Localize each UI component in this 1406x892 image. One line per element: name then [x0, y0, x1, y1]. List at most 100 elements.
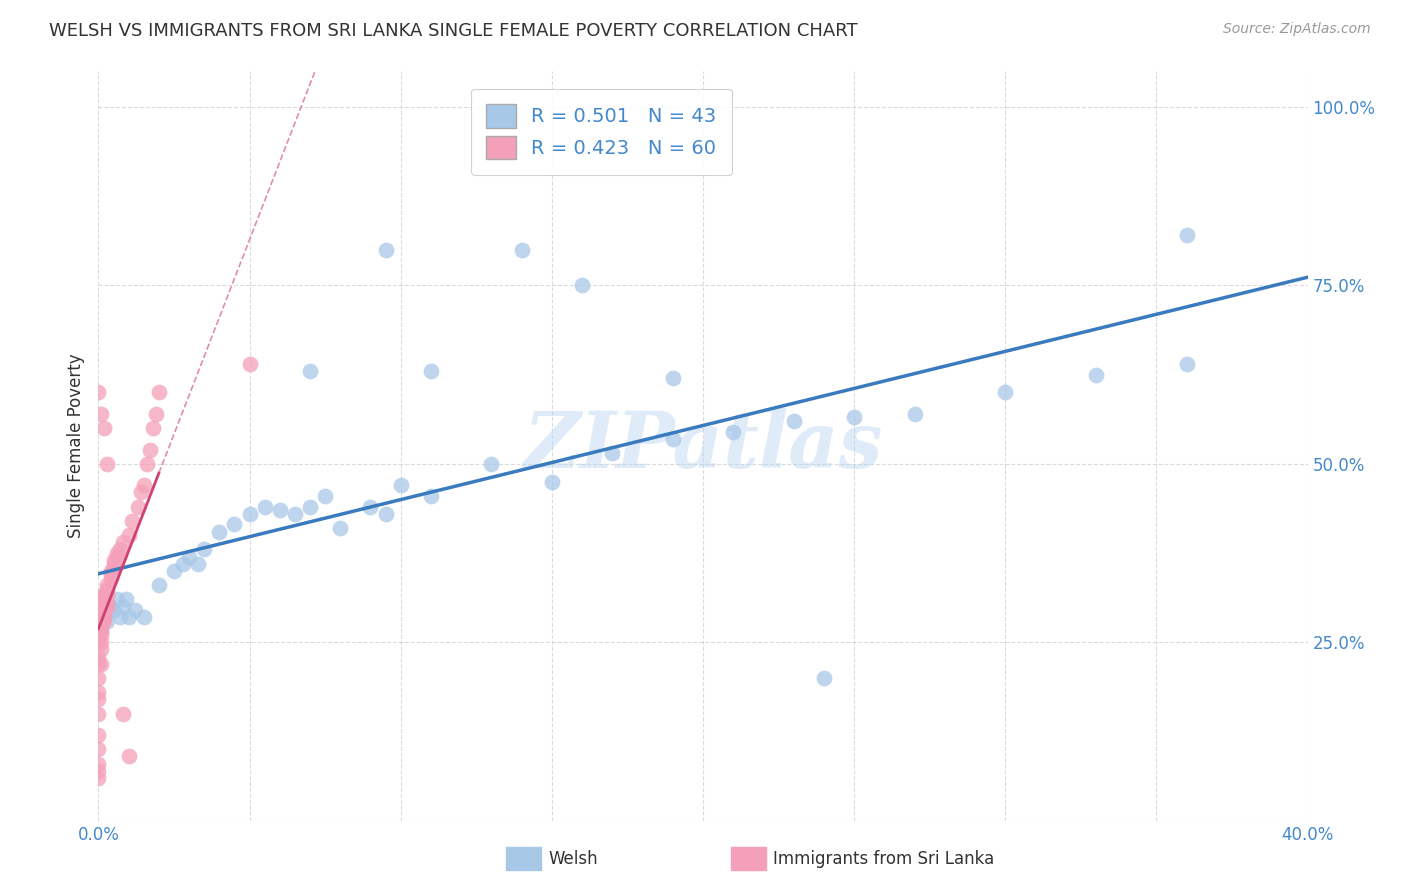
Point — [1085, 368, 1108, 382]
Point — [389, 478, 412, 492]
Point — [111, 535, 134, 549]
Point — [148, 385, 170, 400]
Point — [87, 385, 110, 400]
Point — [571, 278, 593, 293]
Point — [93, 599, 115, 614]
Point — [420, 364, 443, 378]
Point — [187, 557, 209, 571]
Point — [87, 657, 110, 671]
Point — [90, 621, 112, 635]
Point — [105, 549, 128, 564]
Point — [163, 564, 186, 578]
Point — [284, 507, 307, 521]
Point — [299, 364, 322, 378]
Point — [179, 549, 201, 564]
Point — [142, 421, 165, 435]
Point — [540, 475, 562, 489]
Point — [661, 371, 683, 385]
Point — [127, 500, 149, 514]
Point — [93, 589, 115, 603]
Text: WELSH VS IMMIGRANTS FROM SRI LANKA SINGLE FEMALE POVERTY CORRELATION CHART: WELSH VS IMMIGRANTS FROM SRI LANKA SINGL… — [49, 22, 858, 40]
Point — [90, 657, 112, 671]
Text: ZIPatlas: ZIPatlas — [523, 408, 883, 484]
Point — [93, 596, 115, 610]
Point — [87, 756, 110, 771]
Point — [90, 635, 112, 649]
Point — [87, 742, 110, 756]
Point — [129, 485, 152, 500]
Point — [87, 764, 110, 778]
Point — [374, 507, 396, 521]
Point — [96, 457, 118, 471]
Point — [96, 585, 118, 599]
Point — [87, 649, 110, 664]
Point — [105, 592, 128, 607]
Point — [114, 592, 136, 607]
Point — [299, 500, 322, 514]
Point — [111, 706, 134, 721]
Point — [90, 589, 112, 603]
Point — [723, 425, 745, 439]
Point — [103, 603, 125, 617]
Point — [87, 771, 110, 785]
Point — [100, 567, 122, 582]
Point — [844, 410, 866, 425]
Point — [87, 671, 110, 685]
Point — [93, 592, 115, 607]
Point — [118, 528, 141, 542]
Point — [96, 589, 118, 603]
Point — [103, 560, 125, 574]
Point — [329, 521, 352, 535]
Point — [314, 489, 336, 503]
Point — [100, 564, 122, 578]
Point — [108, 610, 131, 624]
Point — [87, 692, 110, 706]
Point — [783, 414, 806, 428]
Point — [118, 749, 141, 764]
Point — [90, 624, 112, 639]
Point — [96, 614, 118, 628]
Point — [602, 446, 624, 460]
Point — [90, 407, 112, 421]
Point — [132, 478, 155, 492]
Point — [93, 603, 115, 617]
Point — [193, 542, 215, 557]
Point — [93, 599, 115, 614]
Point — [904, 407, 927, 421]
Point — [103, 557, 125, 571]
Point — [96, 582, 118, 596]
Point — [87, 685, 110, 699]
Point — [105, 546, 128, 560]
Point — [96, 578, 118, 592]
Point — [139, 442, 162, 457]
Point — [118, 610, 141, 624]
Point — [90, 607, 112, 621]
Point — [90, 617, 112, 632]
Point — [90, 614, 112, 628]
Point — [994, 385, 1017, 400]
Point — [90, 642, 112, 657]
Point — [90, 599, 112, 614]
Point — [374, 243, 396, 257]
Point — [93, 610, 115, 624]
Point — [239, 357, 262, 371]
Point — [208, 524, 231, 539]
Point — [360, 500, 382, 514]
Point — [87, 706, 110, 721]
Point — [481, 457, 503, 471]
Point — [90, 628, 112, 642]
Point — [103, 553, 125, 567]
Point — [269, 503, 291, 517]
Point — [1175, 357, 1198, 371]
Point — [100, 599, 122, 614]
Point — [100, 571, 122, 585]
Text: Welsh: Welsh — [548, 850, 598, 868]
Point — [510, 243, 533, 257]
Point — [124, 603, 146, 617]
Legend: R = 0.501   N = 43, R = 0.423   N = 60: R = 0.501 N = 43, R = 0.423 N = 60 — [471, 88, 733, 175]
Point — [145, 407, 167, 421]
Point — [90, 621, 112, 635]
Point — [96, 599, 118, 614]
Point — [661, 432, 683, 446]
Point — [93, 607, 115, 621]
